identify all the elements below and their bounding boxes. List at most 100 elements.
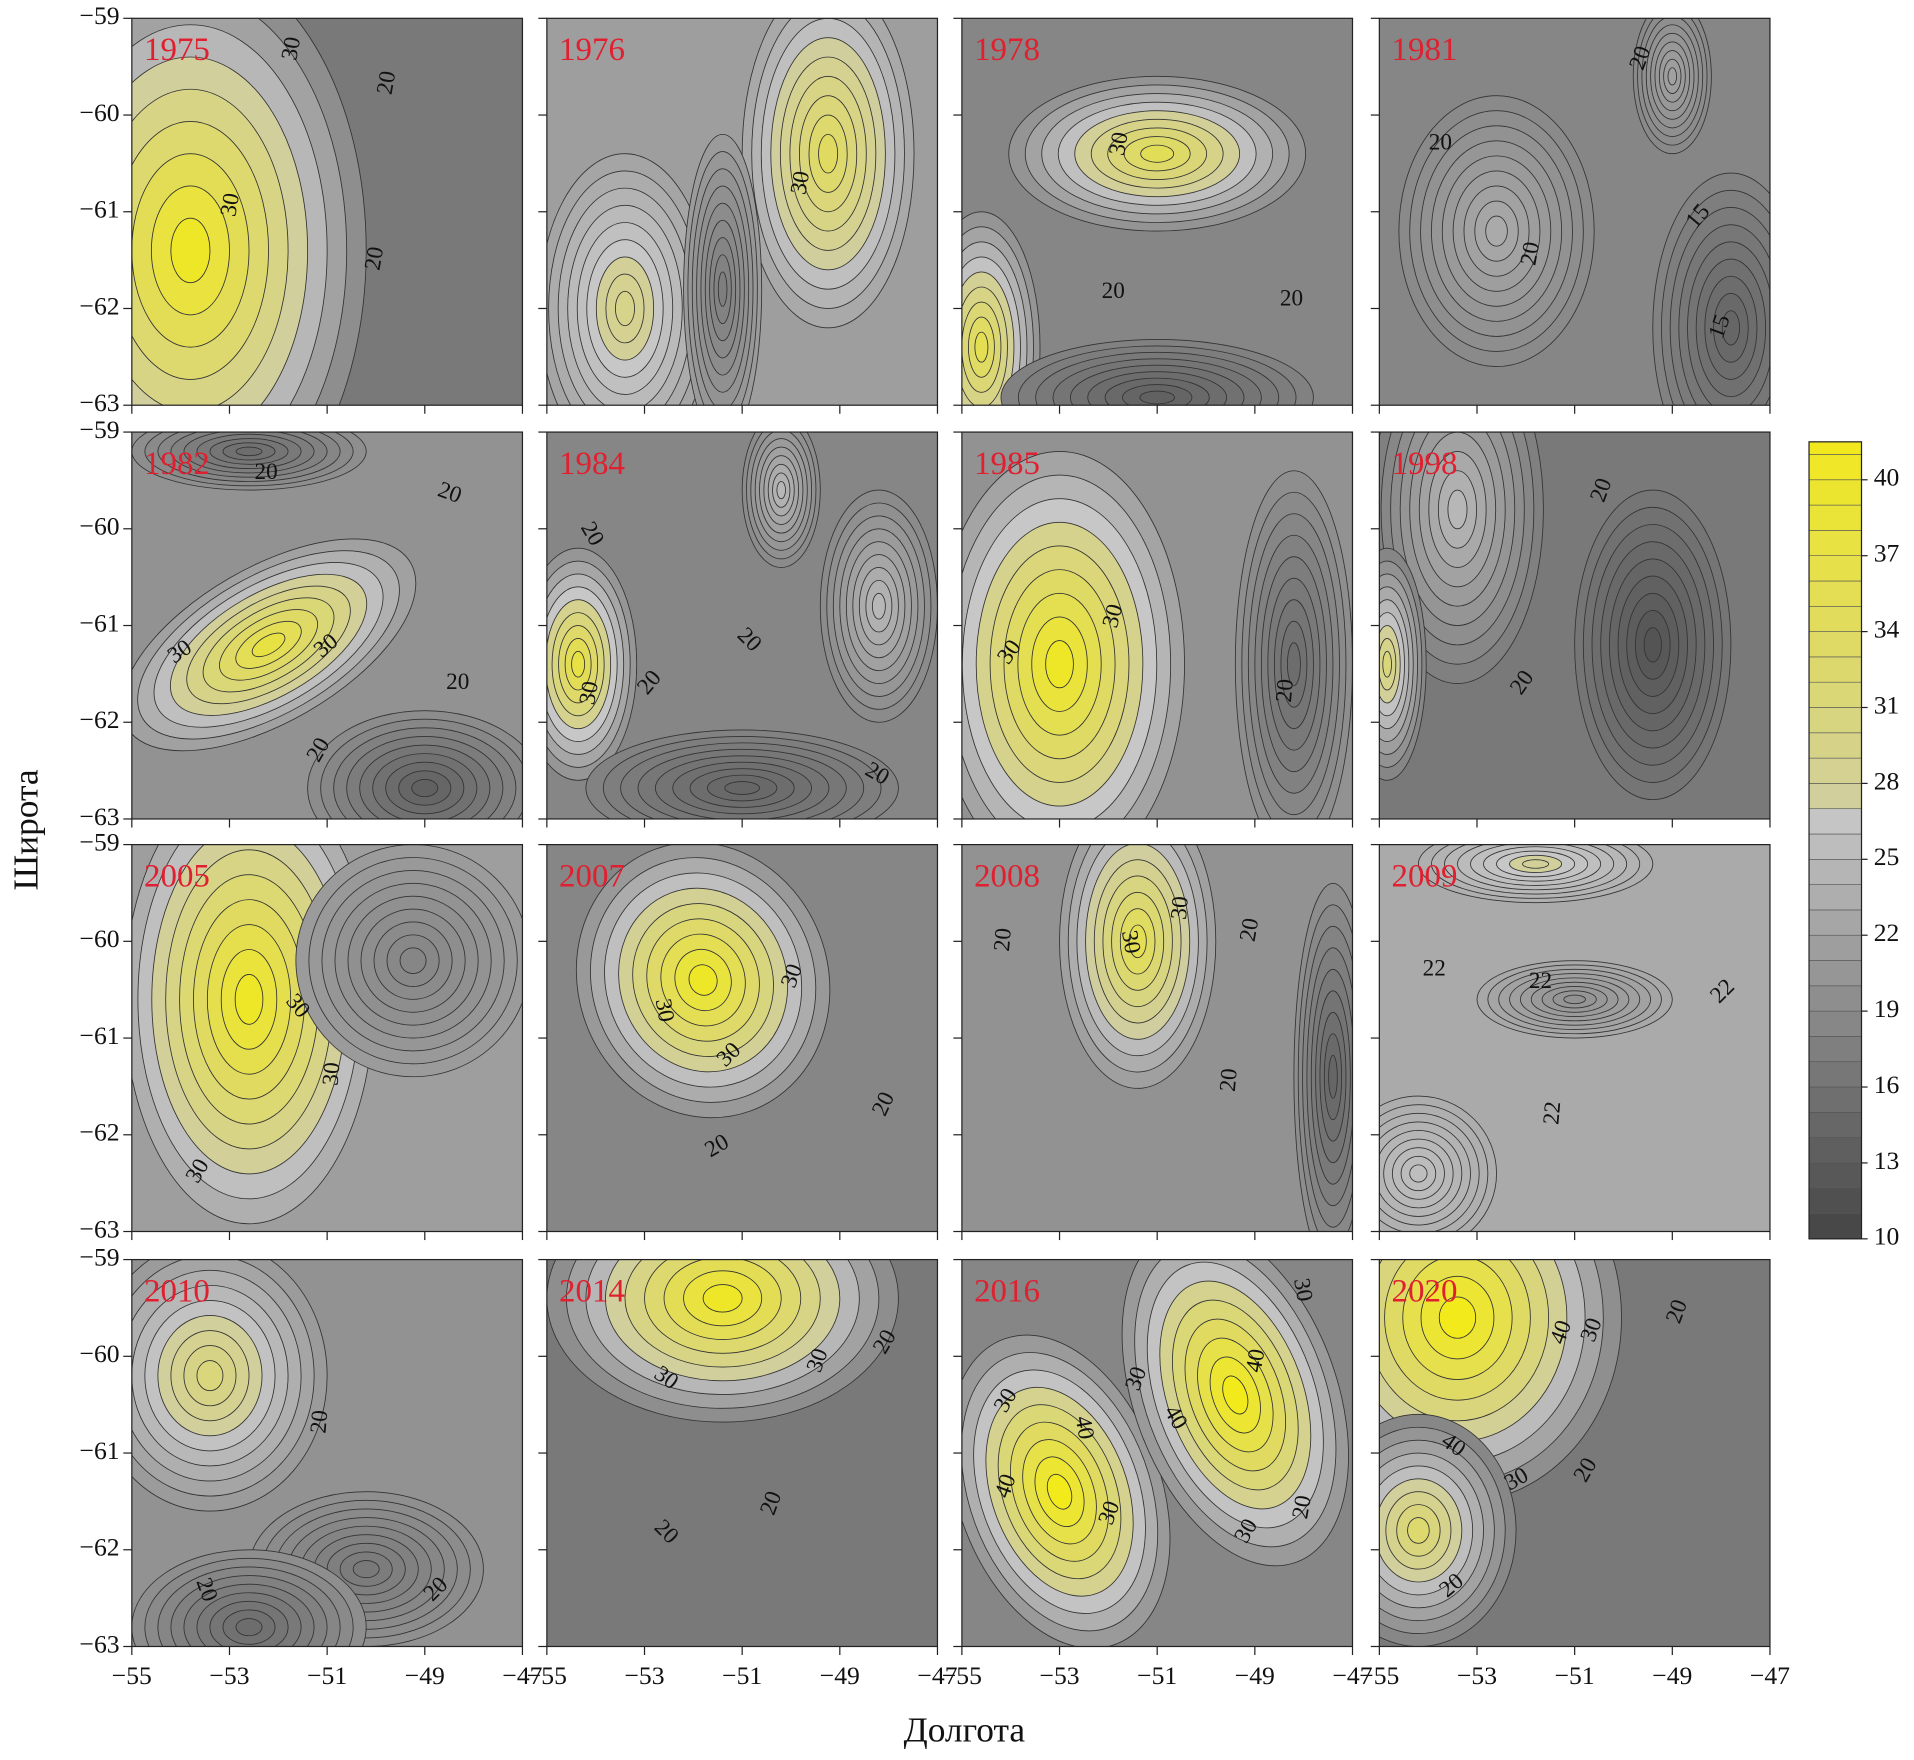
colorbar-band xyxy=(1808,1187,1862,1214)
contour-band xyxy=(776,481,786,500)
colorbar-band xyxy=(1808,859,1862,885)
x-tick-label: −47 xyxy=(1332,1661,1372,1690)
contour-band xyxy=(871,592,886,620)
panel-title: 2010 xyxy=(144,1273,210,1309)
contour-band xyxy=(399,947,427,975)
colorbar-band xyxy=(1808,985,1862,1012)
colorbar-band xyxy=(1808,479,1862,506)
panel xyxy=(546,18,938,406)
contour-label: 22 xyxy=(1538,1100,1566,1125)
panel-title: 2016 xyxy=(974,1273,1040,1309)
panel-title: 1981 xyxy=(1392,32,1458,68)
panel xyxy=(131,432,523,819)
contour-band xyxy=(1438,1296,1477,1339)
colorbar-band xyxy=(1808,681,1862,708)
contour-band xyxy=(1522,859,1550,869)
contour-band xyxy=(1222,1375,1249,1415)
panel xyxy=(1379,432,1770,819)
contour-band xyxy=(411,778,439,798)
contour-band xyxy=(1721,310,1741,346)
panel xyxy=(1379,844,1770,1232)
panel xyxy=(1379,1259,1770,1647)
panel xyxy=(131,1259,523,1647)
colorbar-band xyxy=(1808,783,1862,810)
contour-label: 20 xyxy=(255,459,278,485)
contour-label: 20 xyxy=(1102,278,1125,304)
colorbar-frame xyxy=(1808,441,1863,1240)
colorbar-band xyxy=(1808,605,1862,632)
contour-band xyxy=(818,133,839,174)
contour-band xyxy=(615,290,635,327)
contour-label: 30 xyxy=(1288,1276,1318,1303)
contour-label: 22 xyxy=(1529,968,1552,994)
colorbar-band xyxy=(1808,454,1862,481)
colorbar-band xyxy=(1808,504,1862,531)
panel xyxy=(961,1259,1353,1647)
colorbar-band xyxy=(1808,580,1862,607)
panel-title: 2008 xyxy=(974,858,1040,894)
contour-band xyxy=(251,632,286,658)
panel-title: 1985 xyxy=(974,446,1040,482)
contour-band xyxy=(1286,642,1301,687)
y-tick-label: −63 xyxy=(80,1629,120,1658)
contour-band xyxy=(1643,627,1662,663)
y-tick-label: −59 xyxy=(80,1242,120,1271)
contour-band xyxy=(571,650,586,678)
colorbar-band xyxy=(1808,960,1862,987)
panel xyxy=(961,844,1353,1232)
contour-band xyxy=(170,217,211,284)
contour-label: 30 xyxy=(318,1061,346,1086)
contour-band xyxy=(1382,650,1392,678)
contour-label: 20 xyxy=(1235,916,1265,943)
colorbar-band xyxy=(1808,1010,1862,1037)
colorbar-band xyxy=(1808,555,1862,582)
panel xyxy=(546,432,938,819)
contour-band xyxy=(235,1618,263,1637)
y-tick-label: −62 xyxy=(80,291,120,320)
panel-title: 2007 xyxy=(559,858,625,894)
contour-band xyxy=(974,331,989,363)
contour-label: 20 xyxy=(1271,678,1299,703)
panel xyxy=(131,18,523,406)
x-tick-label: −51 xyxy=(722,1661,762,1690)
x-tick-label: −53 xyxy=(624,1661,664,1690)
colorbar-tick-label: 34 xyxy=(1874,614,1900,643)
panel xyxy=(961,18,1353,406)
y-tick-label: −63 xyxy=(80,802,120,831)
colorbar-tick-label: 31 xyxy=(1874,690,1900,719)
contour-label: 30 xyxy=(1166,895,1194,920)
panel xyxy=(131,844,523,1232)
panel-title: 1976 xyxy=(559,32,625,68)
contour-band xyxy=(1667,67,1678,86)
colorbar-band xyxy=(1808,732,1862,759)
x-axis-label: Долгота xyxy=(904,1709,1026,1749)
contour-band xyxy=(1447,489,1468,530)
colorbar-band xyxy=(1808,808,1862,835)
contour-band xyxy=(1407,1517,1430,1544)
x-tick-label: −47 xyxy=(502,1661,542,1690)
panel-title: 2009 xyxy=(1392,858,1458,894)
colorbar-band xyxy=(1808,884,1862,911)
colorbar-tick-label: 40 xyxy=(1874,463,1900,492)
x-tick-label: −55 xyxy=(527,1661,567,1690)
x-tick-label: −55 xyxy=(1359,1661,1399,1690)
colorbar-band xyxy=(1808,1137,1862,1164)
y-tick-label: −61 xyxy=(80,195,120,224)
colorbar-tick-label: 28 xyxy=(1874,766,1900,795)
y-tick-label: −60 xyxy=(80,98,120,127)
colorbar-band xyxy=(1808,707,1862,734)
panel-title: 1975 xyxy=(144,32,210,68)
contour-band xyxy=(352,1560,380,1579)
colorbar-tick-label: 37 xyxy=(1874,539,1900,568)
x-tick-label: −49 xyxy=(820,1661,860,1690)
contour-label: 30 xyxy=(786,169,816,196)
panel-title: 1978 xyxy=(974,32,1040,68)
contour-band xyxy=(717,271,728,307)
panel xyxy=(961,432,1353,819)
contour-label: 30 xyxy=(215,191,245,218)
y-tick-label: −61 xyxy=(80,1436,120,1465)
colorbar-band xyxy=(1808,1162,1862,1189)
x-tick-label: −51 xyxy=(307,1661,347,1690)
panel-title: 2005 xyxy=(144,858,210,894)
x-tick-label: −53 xyxy=(1039,1661,1079,1690)
